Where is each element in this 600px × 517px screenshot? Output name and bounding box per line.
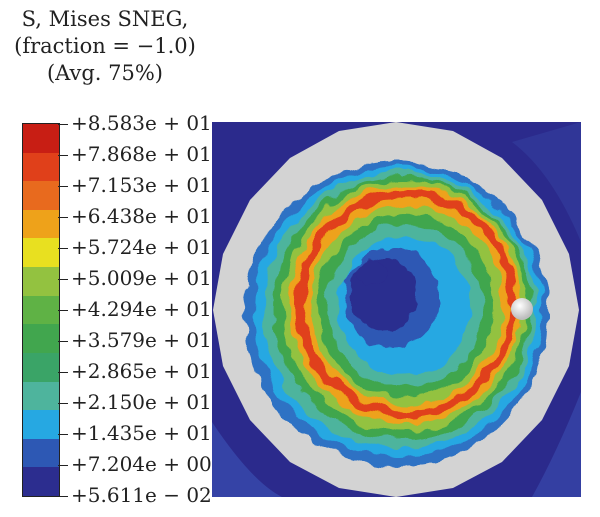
legend-color-band — [23, 238, 59, 268]
field-patch-bottom-left — [212, 422, 282, 497]
contact-ball — [511, 298, 533, 320]
legend-value-label: +7.204e + 00 — [58, 453, 212, 475]
legend-color-band — [23, 209, 59, 239]
legend-value-label: +2.865e + 01 — [58, 360, 212, 382]
stress-core — [344, 248, 440, 348]
legend-value-label: +7.868e + 01 — [58, 143, 212, 165]
legend-value-label: +4.294e + 01 — [58, 298, 212, 320]
legend-value-label: +6.438e + 01 — [58, 205, 212, 227]
contour-plot-svg — [212, 122, 581, 497]
legend-color-band — [23, 267, 59, 297]
field-patch-top-right — [512, 122, 581, 242]
legend-color-band — [23, 410, 59, 440]
legend-title-line-3: (Avg. 75%) — [46, 61, 164, 85]
legend-title-line-2: (fraction = −1.0) — [14, 34, 196, 58]
legend-color-band — [23, 124, 59, 154]
legend-title: S, Mises SNEG, (fraction = −1.0) (Avg. 7… — [0, 6, 210, 87]
legend-color-band — [23, 181, 59, 211]
legend-value-label: +5.724e + 01 — [58, 236, 212, 258]
stress-contour-plot — [212, 122, 581, 497]
legend-color-band — [23, 381, 59, 411]
legend-value-label: +5.611e − 02 — [58, 484, 212, 506]
legend-value-label: +5.009e + 01 — [58, 267, 212, 289]
contour-legend-bar — [22, 123, 60, 497]
legend-value-label: +7.153e + 01 — [58, 174, 212, 196]
legend-title-line-1: S, Mises SNEG, — [21, 7, 189, 31]
legend-color-band — [23, 295, 59, 325]
legend-value-label: +3.579e + 01 — [58, 329, 212, 351]
legend-color-band — [23, 324, 59, 354]
legend-color-band — [23, 152, 59, 182]
legend-color-band — [23, 352, 59, 383]
contour-legend-labels: +8.583e + 01 +7.868e + 01 +7.153e + 01 +6.4… — [58, 0, 218, 517]
legend-color-band — [23, 467, 59, 497]
field-patch-bottom-right — [532, 392, 581, 497]
legend-value-label: +8.583e + 01 — [58, 112, 212, 134]
contour-core-lobe — [356, 260, 388, 284]
legend-value-label: +1.435e + 01 — [58, 422, 212, 444]
legend-value-label: +2.150e + 01 — [58, 391, 212, 413]
legend-color-band — [23, 438, 59, 468]
